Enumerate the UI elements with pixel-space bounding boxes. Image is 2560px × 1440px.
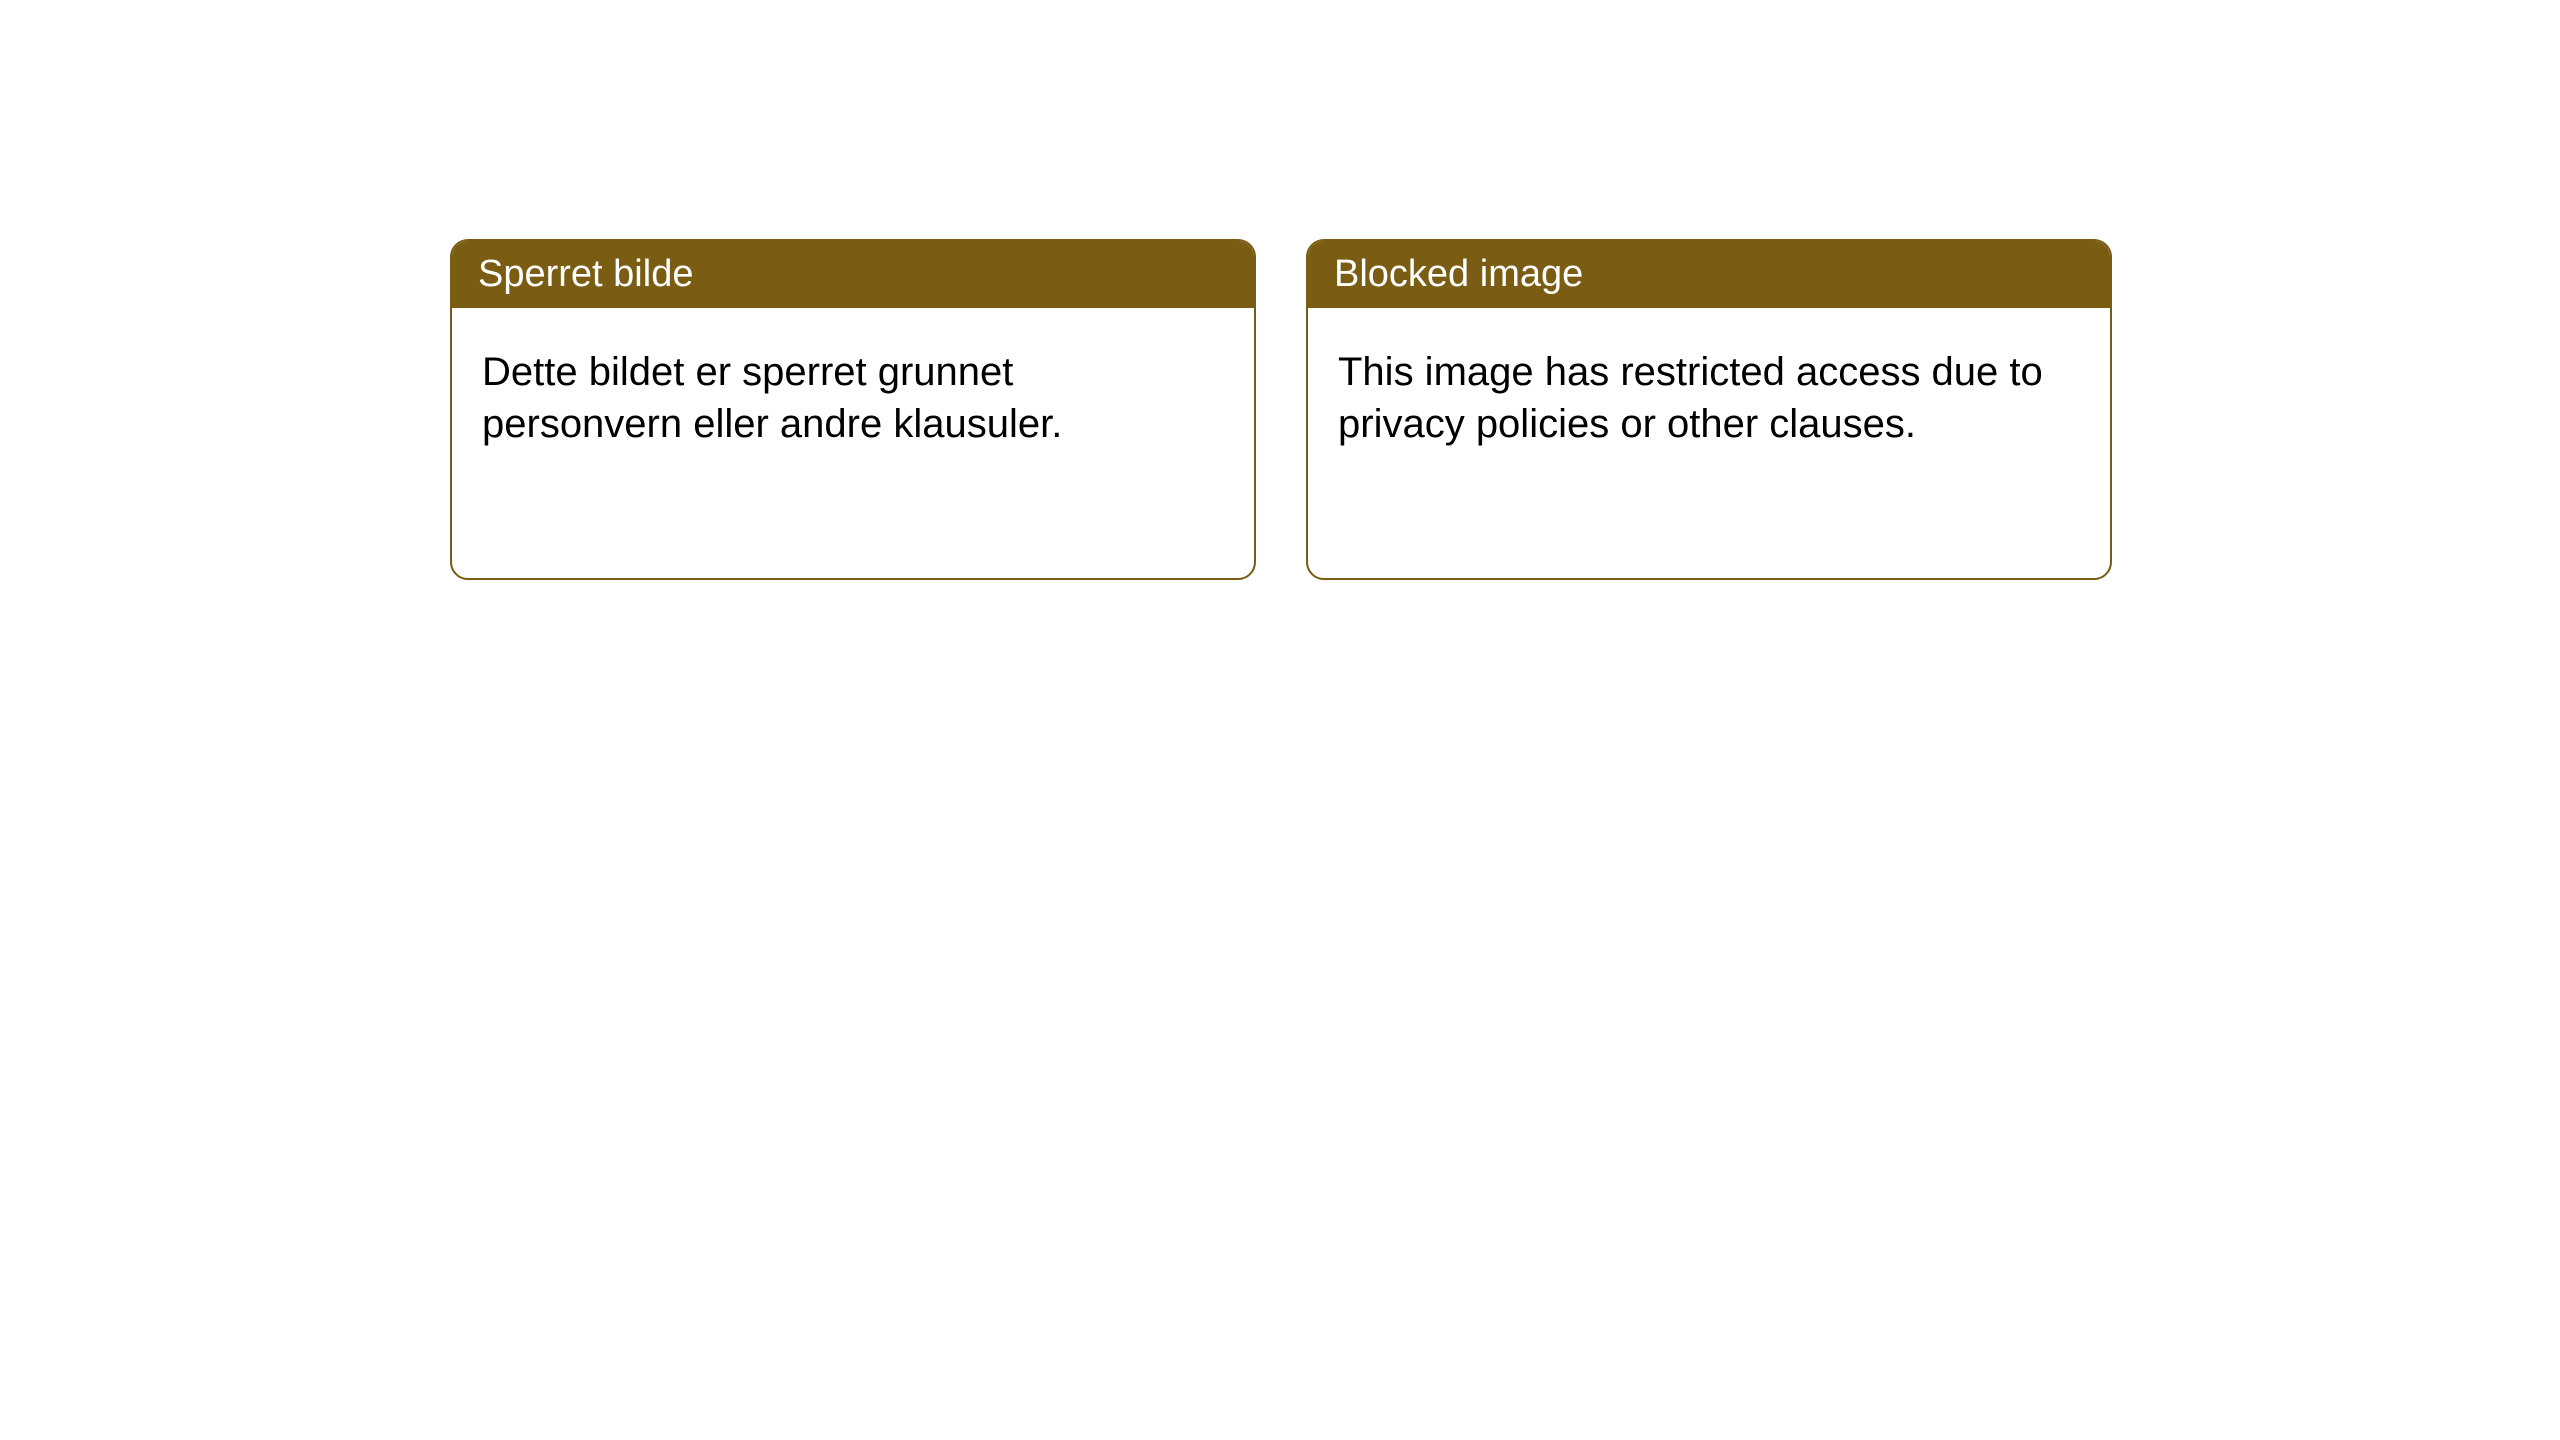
- card-body: Dette bildet er sperret grunnet personve…: [452, 308, 1254, 578]
- card-header: Blocked image: [1308, 241, 2110, 308]
- card-header: Sperret bilde: [452, 241, 1254, 308]
- card-title: Blocked image: [1334, 253, 1583, 295]
- notice-card-norwegian: Sperret bilde Dette bildet er sperret gr…: [450, 239, 1256, 580]
- notice-container: Sperret bilde Dette bildet er sperret gr…: [0, 0, 2560, 580]
- notice-card-english: Blocked image This image has restricted …: [1306, 239, 2112, 580]
- card-body-text: Dette bildet er sperret grunnet personve…: [482, 350, 1062, 446]
- card-body-text: This image has restricted access due to …: [1338, 350, 2043, 446]
- card-body: This image has restricted access due to …: [1308, 308, 2110, 578]
- card-title: Sperret bilde: [478, 253, 693, 295]
